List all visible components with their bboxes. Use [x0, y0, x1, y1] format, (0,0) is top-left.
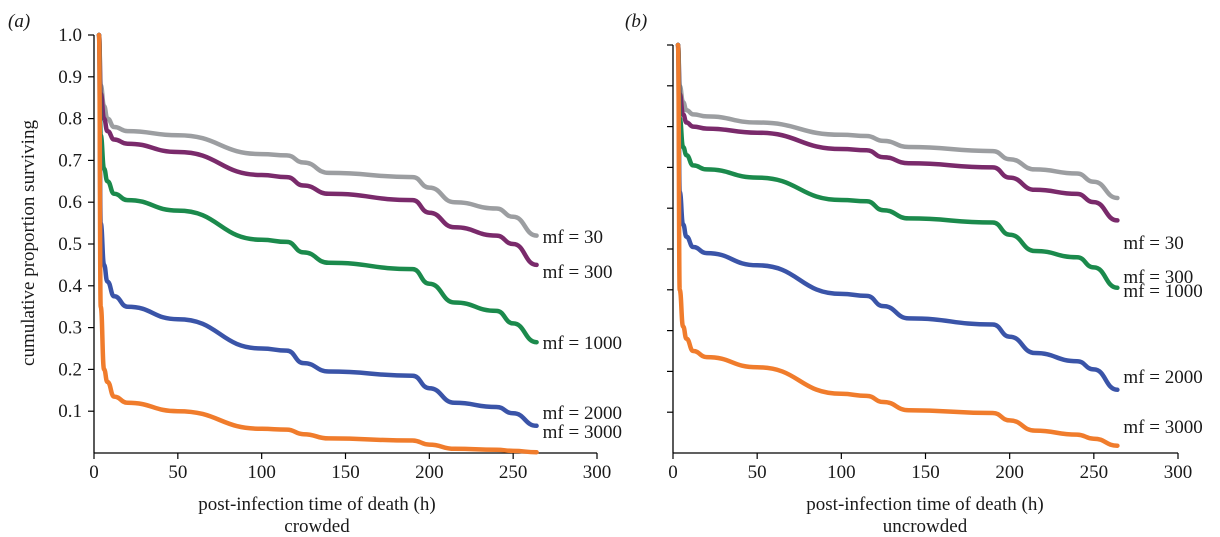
panel-b-xlabel: post-infection time of death (h) [806, 494, 1043, 515]
panel-a: (a) post-infection time of death (h) cro… [8, 11, 622, 537]
y-axis-label: cumulative proportion surviving [18, 120, 39, 366]
panel-a-y-tick-label: 1.0 [58, 25, 82, 46]
panel-a-series-label-mf-2000: mf = 2000 [543, 403, 622, 424]
panel-a-series-label-mf-300: mf = 300 [543, 262, 613, 283]
panel-a-series-label-mf-1000: mf = 1000 [543, 333, 622, 354]
panel-a-y-tick-label: 0.7 [58, 150, 82, 171]
panel-b: (b) post-infection time of death (h) unc… [625, 11, 1203, 537]
panel-a-y-tick-label: 0.6 [58, 192, 82, 213]
panel-b-x-tick-label: 200 [995, 462, 1024, 483]
panel-a-subtitle: crowded [284, 516, 350, 537]
panel-b-series-line-mf-2000 [675, 42, 1120, 393]
panel-b-series-label-mf-1000: mf = 1000 [1123, 281, 1202, 302]
panel-a-x-tick-label: 300 [583, 462, 612, 483]
panel-a-series-line-mf-1000 [96, 32, 539, 345]
panel-a-x-tick-label: 100 [247, 462, 276, 483]
panel-b-series-line-mf-30 [675, 42, 1120, 201]
panel-a-label: (a) [8, 11, 30, 32]
panel-b-series-label-mf-3000: mf = 3000 [1123, 417, 1202, 438]
panel-a-xlabel: post-infection time of death (h) [198, 494, 435, 515]
panel-a-x-tick-label: 0 [89, 462, 99, 483]
panel-a-y-tick-label: 0.9 [58, 67, 82, 88]
panel-a-series-line-mf-2000 [96, 32, 539, 429]
panel-b-x-tick-label: 50 [748, 462, 767, 483]
panel-a-x-tick-label: 250 [499, 462, 528, 483]
panel-a-y-tick-label: 0.2 [58, 359, 82, 380]
panel-b-x-tick-label: 100 [827, 462, 856, 483]
panel-b-series-line-mf-3000 [675, 42, 1120, 448]
panel-b-x-tick-label: 300 [1164, 462, 1193, 483]
panel-b-series-label-mf-300: mf = 300 [1123, 267, 1193, 288]
panel-b-x-tick-label: 150 [911, 462, 940, 483]
panel-a-series-line-mf-300 [96, 32, 539, 268]
panel-a-x-tick-label: 50 [168, 462, 187, 483]
panel-a-y-tick-label: 0.3 [58, 318, 82, 339]
panel-b-x-tick-label: 0 [668, 462, 678, 483]
panel-b-subtitle: uncrowded [883, 516, 968, 537]
panel-a-y-tick-label: 0.4 [58, 276, 82, 297]
panel-b-series-line-mf-1000 [675, 42, 1120, 291]
panel-a-series-line-mf-3000 [96, 32, 539, 455]
panel-b-label: (b) [625, 11, 647, 32]
panel-b-x-tick-label: 250 [1080, 462, 1109, 483]
panel-a-series-line-mf-30 [96, 32, 539, 238]
panel-a-series-label-mf-3000: mf = 3000 [543, 422, 622, 443]
panel-a-y-tick-label: 0.5 [58, 234, 82, 255]
panel-a-y-tick-label: 0.1 [58, 401, 82, 422]
panel-b-series-label-mf-2000: mf = 2000 [1123, 367, 1202, 388]
panel-a-x-tick-label: 200 [415, 462, 444, 483]
panel-b-series-label-mf-30: mf = 30 [1123, 233, 1183, 254]
panel-a-x-tick-label: 150 [331, 462, 360, 483]
panel-b-series-line-mf-300 [675, 42, 1120, 223]
panel-a-y-tick-label: 0.8 [58, 109, 82, 130]
panel-a-series-label-mf-30: mf = 30 [543, 227, 603, 248]
